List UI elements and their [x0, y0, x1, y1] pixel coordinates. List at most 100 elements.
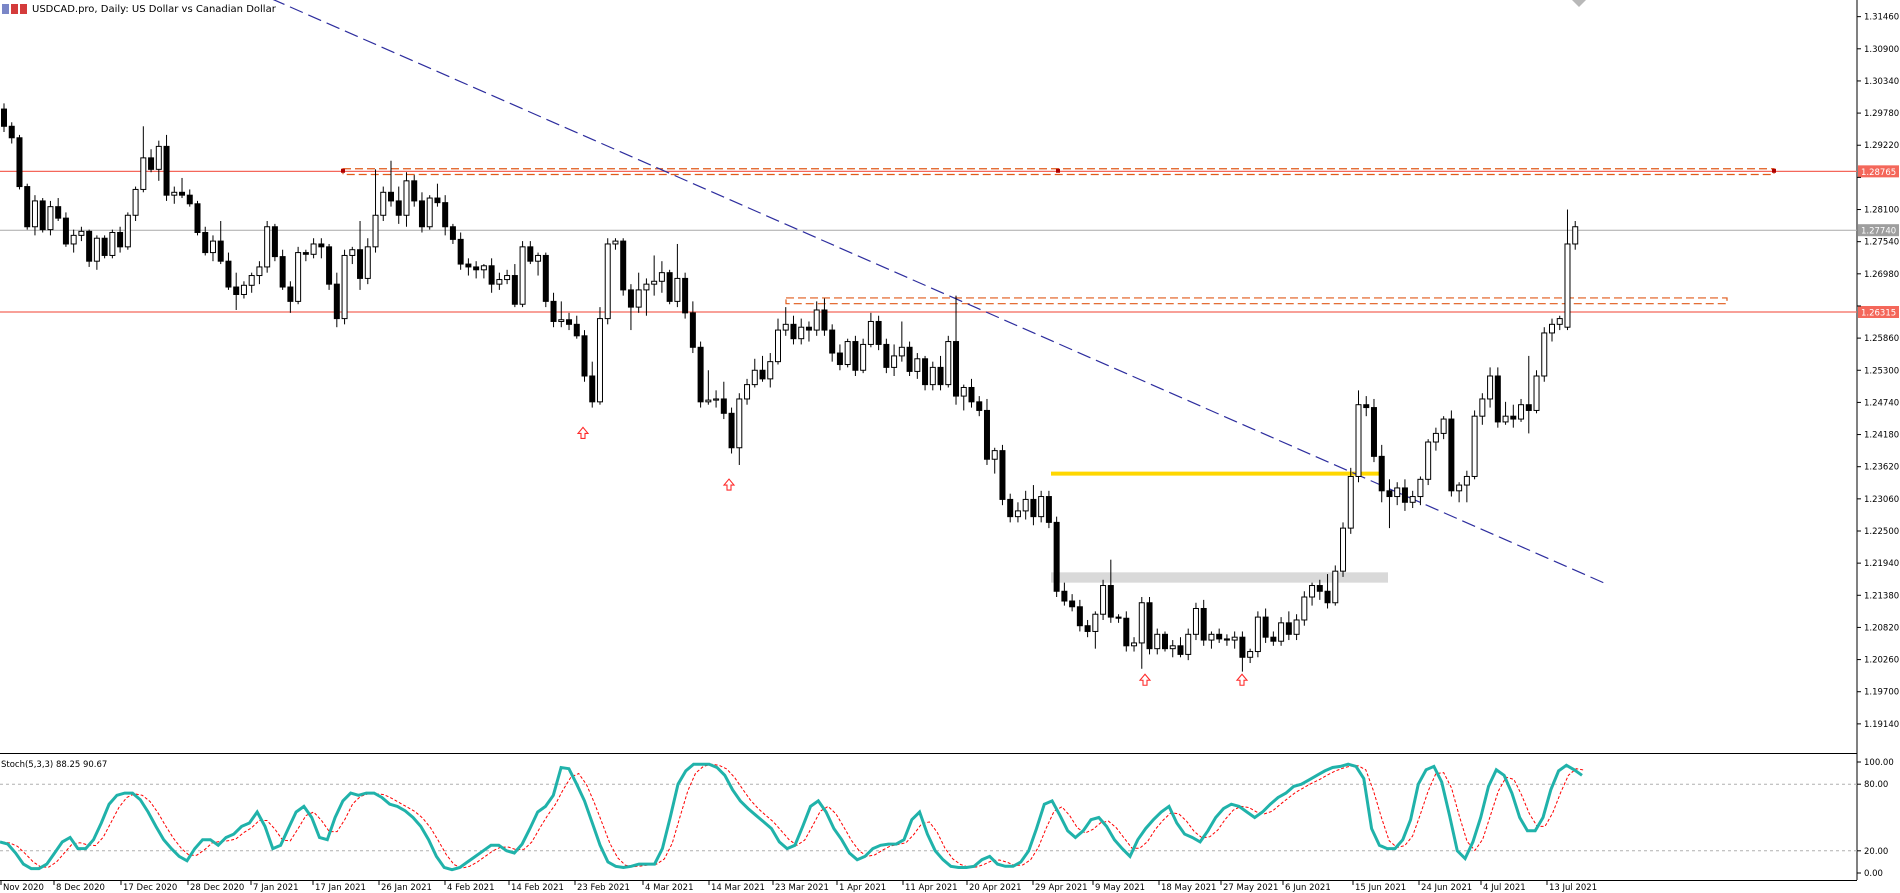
candle-body-80: [620, 240, 627, 291]
candle-body-61: [473, 266, 480, 271]
candle-body-107: [829, 329, 836, 354]
price-tick-label-20: 1.20260: [1864, 656, 1899, 666]
candle-body-21: [163, 145, 170, 196]
candle-body-3: [24, 186, 31, 228]
stoch-main-line: [0, 762, 1583, 872]
candle-body-66: [511, 275, 518, 305]
candle-body-8: [62, 217, 69, 245]
candle-body-36: [279, 256, 286, 288]
candle-body-58: [449, 226, 456, 240]
candle-body-146: [1131, 642, 1138, 647]
candle-body-184: [1425, 441, 1432, 480]
candle-body-152: [1177, 645, 1184, 655]
candle-body-145: [1123, 617, 1130, 647]
candle-body-97: [751, 369, 758, 386]
candle-body-13: [101, 237, 108, 256]
candle-body-117: [906, 346, 913, 372]
up-arrow-icon: [722, 478, 736, 491]
candle-body-56: [434, 197, 441, 204]
candle-body-199: [1541, 332, 1548, 377]
candle-body-51: [395, 200, 402, 216]
candle-body-134: [1038, 496, 1045, 518]
price-chart: [0, 0, 1857, 686]
candle-body-76: [589, 375, 596, 403]
candle-body-12: [93, 237, 100, 262]
candle-body-54: [418, 200, 425, 228]
stoch-label: Stoch(5,3,3) 88.25 90.67: [1, 760, 107, 770]
candle-body-18: [140, 157, 147, 190]
time-tick-label-2: 17 Dec 2020: [123, 883, 177, 893]
candle-body-78: [604, 243, 611, 320]
candle-body-196: [1518, 404, 1525, 420]
time-tick-label-14: 11 Apr 2021: [905, 883, 958, 893]
time-tick-label-6: 26 Jan 2021: [381, 883, 432, 893]
price-tick-label-13: 1.24180: [1864, 431, 1899, 441]
grey-zone: [1051, 572, 1388, 583]
candle-body-164: [1270, 636, 1277, 642]
stoch-tick-label-0: 100.00: [1864, 758, 1894, 768]
candle-body-170: [1316, 585, 1323, 592]
candle-body-189: [1463, 475, 1470, 486]
candle-body-47: [364, 246, 371, 279]
candle-body-111: [860, 343, 867, 371]
candle-body-136: [1053, 521, 1060, 592]
candle-body-70: [542, 254, 549, 302]
candle-body-141: [1092, 613, 1099, 632]
candle-body-37: [287, 286, 294, 302]
candle-body-73: [566, 319, 573, 325]
price-tick-label-1: 1.30900: [1864, 45, 1899, 55]
candle-body-94: [728, 412, 735, 449]
candle-body-128: [991, 450, 998, 460]
candle-body-67: [519, 246, 526, 305]
candle-body-71: [550, 300, 557, 322]
time-tick-label-18: 18 May 2021: [1161, 883, 1216, 893]
candle-body-177: [1370, 407, 1377, 457]
candle-body-125: [968, 386, 975, 403]
candle-body-135: [1045, 496, 1052, 523]
candle-body-82: [635, 289, 642, 308]
time-tick-label-3: 28 Dec 2020: [190, 883, 244, 893]
candle-body-153: [1185, 633, 1192, 655]
candle-body-140: [1084, 625, 1091, 632]
candle-body-147: [1138, 602, 1145, 644]
candle-body-203: [1572, 226, 1579, 245]
candle-body-40: [310, 243, 317, 255]
candle-body-181: [1401, 487, 1408, 503]
candle-body-16: [124, 214, 131, 248]
candle-body-169: [1309, 585, 1316, 598]
candle-body-29: [225, 260, 232, 288]
candle-body-27: [209, 240, 216, 254]
candle-body-43: [333, 283, 340, 320]
time-tick-label-12: 23 Mar 2021: [775, 883, 829, 893]
candle-body-197: [1525, 404, 1532, 411]
candle-body-109: [844, 341, 851, 366]
price-tick-label-21: 1.19700: [1864, 688, 1899, 698]
candle-body-7: [55, 206, 62, 219]
price-tick-label-3: 1.29780: [1864, 109, 1899, 119]
price-tick-label-7: 1.27540: [1864, 238, 1899, 248]
time-tick-label-19: 27 May 2021: [1223, 883, 1278, 893]
level-price-label-1: 1.26315: [1861, 308, 1896, 318]
candle-body-86: [666, 272, 673, 302]
candle-body-130: [1007, 498, 1014, 518]
time-tick-label-21: 15 Jun 2021: [1355, 883, 1406, 893]
up-arrow-icon: [1138, 673, 1152, 686]
price-tick-label-4: 1.29220: [1864, 141, 1899, 151]
price-tick-label-6: 1.28100: [1864, 206, 1899, 216]
candle-body-137: [1061, 590, 1068, 602]
candle-body-105: [813, 309, 820, 331]
candle-body-124: [960, 386, 967, 397]
time-tick-label-23: 4 Jul 2021: [1483, 883, 1526, 893]
candle-body-165: [1278, 622, 1285, 642]
level-price-tag-0: [1858, 165, 1899, 178]
candle-body-108: [836, 352, 843, 366]
candle-body-131: [1014, 510, 1021, 518]
candle-body-64: [496, 279, 503, 285]
candle-body-89: [689, 312, 696, 348]
price-tick-label-10: 1.25860: [1864, 334, 1899, 344]
candle-body-65: [504, 275, 511, 281]
candle-body-20: [155, 145, 162, 170]
candle-body-148: [1146, 602, 1153, 650]
candle-body-17: [132, 188, 139, 216]
candle-body-68: [527, 246, 534, 262]
